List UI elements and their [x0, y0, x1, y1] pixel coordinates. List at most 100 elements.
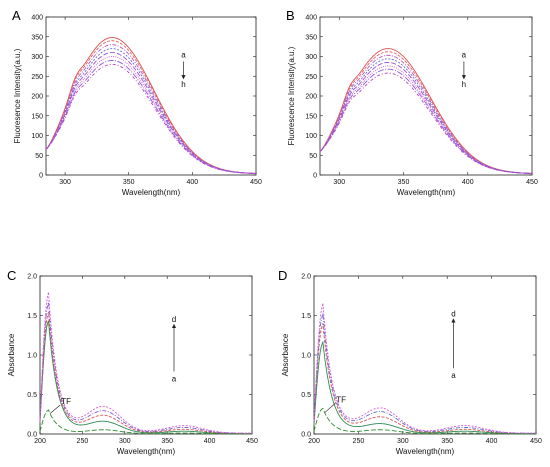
y-tick-label: 400	[305, 15, 317, 22]
y-axis-label: Fluorescence Intensity(a.u.)	[287, 46, 296, 145]
y-tick-label: 250	[305, 74, 317, 81]
tf-pointer-line	[49, 404, 61, 414]
x-axis-label: Wavelength(nm)	[122, 188, 181, 197]
y-tick-label: 0.0	[27, 432, 37, 439]
y-tick-label: 50	[309, 153, 317, 160]
series-line-e	[319, 61, 533, 174]
panel-b: B 0 50 100 150 200 250 300 350 400 300 350 400 450 Wa…	[286, 8, 538, 197]
x-tick-label: 300	[397, 438, 409, 445]
series-line-a	[45, 37, 257, 174]
series-line-h	[45, 63, 257, 174]
y-tick-label: 300	[31, 54, 43, 61]
x-tick-label: 300	[59, 179, 71, 186]
y-tick-label: 100	[305, 133, 317, 140]
panel-letter: D	[278, 268, 287, 283]
annotation-start-label: a	[462, 50, 467, 59]
y-tick-label: 200	[31, 94, 43, 101]
x-axis-label: Wavelength(nm)	[117, 447, 176, 456]
y-tick-label: 1.5	[301, 313, 311, 320]
series-line-c	[39, 302, 252, 434]
tf-label: TF	[61, 397, 71, 406]
series-line-d	[313, 302, 537, 434]
y-tick-label: 0.5	[27, 392, 37, 399]
x-tick-label: 400	[204, 438, 216, 445]
y-tick-label: 0	[39, 173, 43, 180]
tf-label: TF	[336, 395, 346, 404]
series-line-h	[319, 72, 533, 174]
y-tick-label: 1.0	[27, 353, 37, 360]
x-tick-label: 350	[161, 438, 173, 445]
series-line-b	[319, 51, 533, 174]
series-line-d	[45, 48, 257, 174]
x-tick-label: 250	[353, 438, 365, 445]
x-tick-label: 300	[333, 179, 345, 186]
y-tick-label: 150	[31, 113, 43, 120]
x-tick-label: 400	[462, 179, 474, 186]
series-line-e	[45, 52, 257, 174]
series-line-c	[313, 313, 536, 434]
series-line-d	[39, 291, 253, 434]
panel-d: D 0.0 0.5 1.0 1.5 2.0 200 250 300 350 400 450 Wavel…	[278, 268, 542, 456]
series-line-b	[39, 312, 252, 434]
series-line-c	[319, 54, 533, 174]
series-line-a	[319, 48, 533, 174]
series-line-b	[45, 40, 257, 174]
panel-letter: C	[7, 268, 16, 283]
y-tick-label: 2.0	[27, 274, 37, 281]
x-tick-label: 400	[187, 179, 199, 186]
x-tick-label: 300	[119, 438, 131, 445]
x-tick-label: 200	[34, 438, 46, 445]
annotation-end-label: h	[181, 80, 185, 89]
series-line-g	[45, 59, 257, 174]
panel-a: A 0 50 100 150 200 250 300 350 400 300 350 400 450 Wa…	[12, 8, 262, 197]
y-axis-label: Absorbance	[281, 333, 290, 376]
y-tick-label: 150	[305, 113, 317, 120]
series-line-tf	[39, 409, 252, 435]
series-line-f	[319, 65, 533, 174]
series-line-tf	[313, 407, 536, 435]
y-tick-label: 300	[305, 54, 317, 61]
y-tick-label: 50	[35, 153, 43, 160]
x-tick-label: 250	[77, 438, 89, 445]
y-axis-label: Fluoresence Intensity(a.u.)	[13, 48, 22, 143]
series-line-c	[45, 44, 257, 174]
x-axis-label: Wavelength(nm)	[397, 188, 456, 197]
series-line-d	[319, 58, 533, 174]
x-tick-label: 450	[526, 179, 538, 186]
y-tick-label: 350	[305, 34, 317, 41]
y-tick-label: 1.0	[301, 353, 311, 360]
x-tick-label: 350	[123, 179, 135, 186]
plot-frame	[313, 275, 537, 435]
y-tick-label: 2.0	[301, 274, 311, 281]
annotation-end-label: h	[462, 80, 466, 89]
series-line-b	[313, 323, 536, 434]
panel-letter: A	[12, 8, 21, 23]
series-line-a	[313, 340, 536, 435]
x-tick-label: 400	[486, 438, 498, 445]
x-tick-label: 200	[308, 438, 320, 445]
y-tick-label: 0.5	[301, 392, 311, 399]
y-tick-label: 0	[313, 173, 317, 180]
x-tick-label: 350	[441, 438, 453, 445]
x-tick-label: 450	[246, 438, 258, 445]
y-tick-label: 200	[305, 94, 317, 101]
y-tick-label: 100	[31, 133, 43, 140]
x-tick-label: 450	[530, 438, 542, 445]
y-tick-label: 400	[31, 15, 43, 22]
x-tick-label: 350	[398, 179, 410, 186]
series-line-a	[39, 320, 252, 435]
x-axis-label: Wavelength(nm)	[396, 447, 455, 456]
annotation-start-label: d	[172, 315, 176, 324]
y-axis-label: Absorbance	[7, 333, 16, 376]
x-tick-label: 450	[250, 179, 262, 186]
annotation-end-label: a	[172, 374, 177, 383]
panel-letter: B	[286, 8, 295, 23]
y-tick-label: 1.5	[27, 313, 37, 320]
panel-c: C 0.0 0.5 1.0 1.5 2.0 200 250 300 350 400 450 Wavel…	[7, 268, 258, 456]
plot-frame	[45, 16, 257, 176]
tf-pointer-line	[324, 403, 336, 413]
plot-frame	[39, 275, 253, 435]
annotation-start-label: d	[451, 309, 455, 318]
y-tick-label: 250	[31, 74, 43, 81]
